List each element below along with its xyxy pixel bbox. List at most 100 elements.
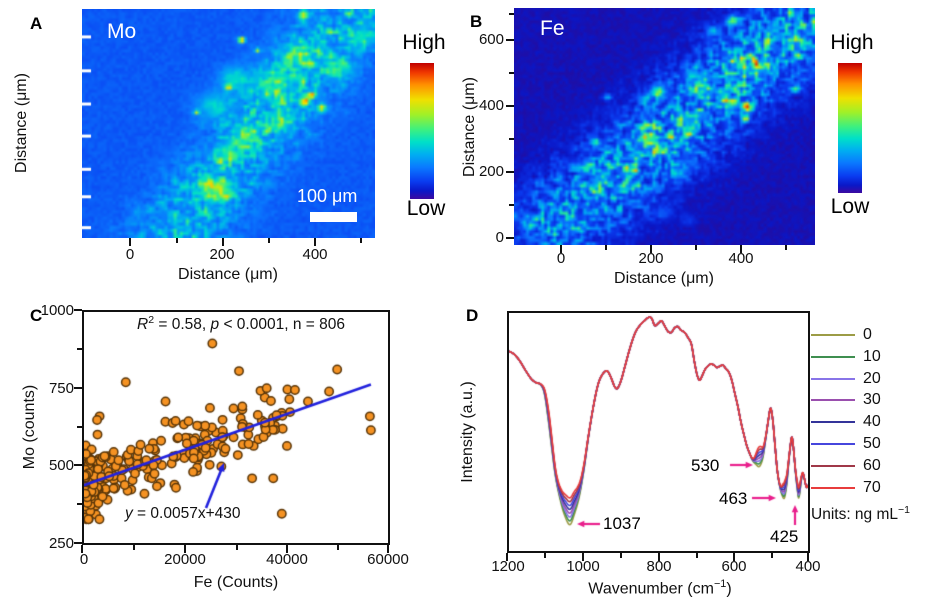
legend-label-6: 60 [863,457,881,474]
fe-heatmap-canvas [514,8,815,245]
scalebar [310,212,357,222]
xaxis-title-post: ) [726,580,732,598]
panel-c-xtick-60000: 60000 [367,551,409,568]
axis-tick [696,553,698,558]
axis-tick [506,39,514,41]
scatter-canvas [84,312,388,543]
panel-b-ytick-200: 200 [478,163,504,180]
panel-d-xtick-400: 400 [795,558,821,575]
panel-a-xtick-0: 0 [125,246,135,263]
legend-label-2: 20 [863,370,881,387]
axis-tick [267,238,270,243]
units-sup: −1 [898,504,911,516]
panel-c-xaxis-title: Fe (Counts) [193,574,279,591]
axis-tick [360,238,362,243]
panel-c-ytick-750: 750 [48,380,74,397]
axis-tick [184,545,186,553]
legend-item-3: 30 [811,391,881,408]
scalebar-label: 100 μm [297,186,358,206]
panel-b-xtick-200: 200 [638,250,664,267]
panel-b-letter: B [470,12,483,31]
axis-tick [314,238,316,246]
panel-b-xtick-0: 0 [556,250,566,267]
axis-tick [740,245,742,253]
panel-c-xtick-20000: 20000 [164,551,206,568]
axis-tick [506,553,508,561]
colorbar-a-high-label: High [402,31,446,54]
axis-tick [506,237,514,239]
axis-tick [509,72,514,74]
axis-tick [807,553,809,561]
panel-c-ytick-250: 250 [48,535,74,552]
panel-b-ytick-600: 600 [478,31,504,48]
axis-tick [74,464,82,466]
stats-r-sup: 2 [148,314,155,326]
axis-tick [74,387,82,389]
legend-swatch-6 [811,464,855,468]
xaxis-title-pre: Wavenumber (cm [588,580,714,598]
stats-tail: < 0.0001, n = 806 [219,316,345,334]
equation-y-symbol: y [125,505,133,522]
legend-swatch-3 [811,398,855,402]
axis-tick [286,545,288,553]
axis-tick [544,553,546,558]
axis-tick [509,204,514,206]
axis-tick [771,553,773,558]
legend-swatch-7 [811,486,855,490]
legend-item-0: 0 [811,326,872,343]
panel-d-letter: D [466,306,479,325]
colorbar-a [410,63,434,199]
axis-tick [733,553,735,561]
panel-c-yaxis-title: Mo (counts) [21,384,38,470]
axis-tick [785,245,787,250]
axis-tick [509,138,514,140]
units-pre: Units: ng mL [811,506,899,524]
panel-a-letter: A [30,14,43,33]
legend-item-2: 20 [811,370,881,387]
axis-tick [132,545,135,550]
axis-tick [77,348,82,350]
peak-label-1037: 1037 [603,514,641,533]
legend-label-0: 0 [863,326,872,343]
axis-tick [650,245,652,253]
axis-tick [221,238,224,246]
panel-d-xtick-1000: 1000 [566,558,600,575]
peak-label-425: 425 [770,527,799,546]
axis-tick [235,545,238,550]
axis-tick [509,13,514,15]
legend-label-5: 50 [863,435,881,452]
axis-tick [560,245,562,253]
panel-d-xtick-600: 600 [721,558,747,575]
stats-r-symbol: R [137,316,149,334]
axis-tick [605,245,607,250]
spectra-canvas [509,313,808,551]
panel-c-xtick-40000: 40000 [266,551,308,568]
axis-tick [74,542,82,544]
legend-swatch-2 [811,377,855,381]
legend-units-note: Units: ng mL−1 [811,504,910,524]
fe-map-label: Fe [540,17,565,40]
colorbar-a-low-label: Low [406,197,446,220]
axis-tick [74,309,82,311]
legend-swatch-1 [811,355,855,359]
legend-item-5: 50 [811,435,881,452]
colorbar-b-low-label: Low [830,195,870,218]
panel-a-xtick-400: 400 [302,246,328,263]
panel-d-xaxis-title: Wavenumber (cm−1) [588,578,731,598]
peak-label-530: 530 [691,456,720,475]
legend-swatch-4 [811,420,855,424]
axis-tick [77,503,82,505]
axis-tick [695,245,697,250]
mo-map-label: Mo [107,20,137,43]
legend-item-4: 40 [811,413,881,430]
axis-tick [658,553,660,561]
scatter-plot-frame [82,310,390,545]
axis-tick [175,238,178,243]
panel-a-yaxis-title: Distance (μm) [13,73,30,173]
legend-swatch-5 [811,442,855,446]
panel-a-xtick-200: 200 [209,246,235,263]
colorbar-b-high-label: High [830,31,874,54]
panel-c-xtick-0: 0 [79,551,89,568]
stats-p-symbol: p [210,316,220,334]
axis-tick [77,426,82,428]
